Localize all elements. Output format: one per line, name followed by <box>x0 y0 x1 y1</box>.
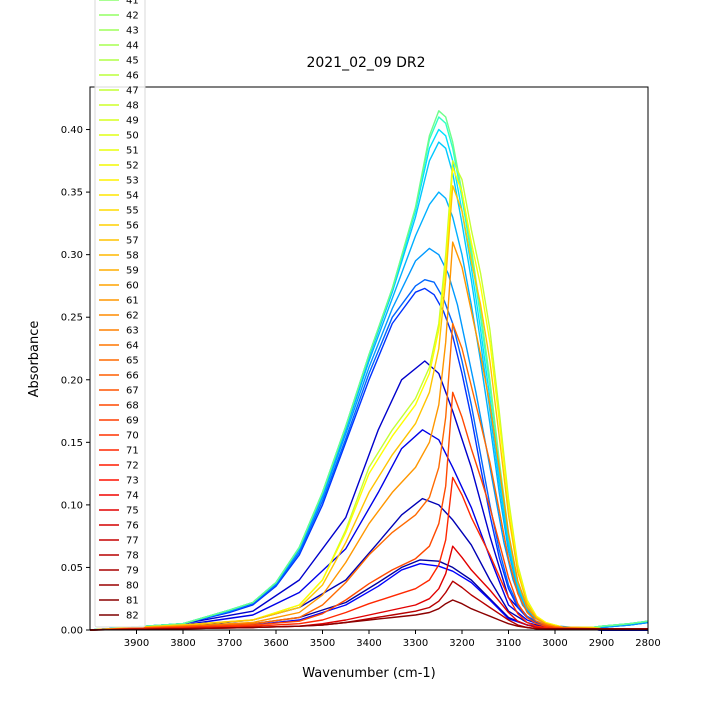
series-line-13 <box>89 160 648 631</box>
legend-label: 65 <box>126 356 139 367</box>
series-line-5 <box>89 287 649 631</box>
y-axis-ticks: 0.00 0.05 0.10 0.15 0.20 0.25 0.30 0.35 0.40 <box>61 125 90 637</box>
legend-label: 70 <box>126 431 139 442</box>
series-line-14 <box>89 166 648 631</box>
series-line-8 <box>89 191 649 631</box>
legend-label: 80 <box>126 581 139 592</box>
legend-label: 52 <box>126 161 139 172</box>
series-line-22 <box>89 599 648 631</box>
legend-label: 75 <box>126 506 139 517</box>
legend-label: 71 <box>126 446 139 457</box>
series-line-15 <box>89 185 648 631</box>
series-line-9 <box>89 141 649 631</box>
x-tick-label: 3400 <box>356 638 381 649</box>
series-line-16 <box>89 241 648 631</box>
x-tick-label: 3100 <box>496 638 521 649</box>
y-tick-label: 0.30 <box>61 250 83 261</box>
legend-label: 44 <box>126 41 139 52</box>
series-line-3 <box>89 429 648 631</box>
legend-label: 68 <box>126 401 139 412</box>
legend-label: 64 <box>126 341 139 352</box>
legend-label: 74 <box>126 491 139 502</box>
legend-label: 53 <box>126 176 139 187</box>
legend-label: 49 <box>126 116 139 127</box>
legend-label: 78 <box>126 551 139 562</box>
series-line-4 <box>89 360 648 631</box>
legend-label: 72 <box>126 461 139 472</box>
series-layer <box>89 110 649 631</box>
series-line-2 <box>89 497 648 631</box>
x-tick-label: 3000 <box>542 638 567 649</box>
legend-label: 82 <box>126 611 139 622</box>
legend-label: 41 <box>126 0 139 7</box>
chart-title: 2021_02_09 DR2 <box>306 55 425 71</box>
legend-label: 66 <box>126 371 139 382</box>
legend-label: 79 <box>126 566 139 577</box>
x-tick-label: 2800 <box>635 638 660 649</box>
legend-label: 60 <box>126 281 139 292</box>
x-tick-label: 3800 <box>170 638 195 649</box>
y-tick-label: 0.40 <box>61 125 83 136</box>
legend-label: 81 <box>126 596 139 607</box>
x-tick-label: 3600 <box>263 638 288 649</box>
legend-label: 47 <box>126 86 139 97</box>
y-tick-label: 0.20 <box>61 375 83 386</box>
x-axis-label: Wavenumber (cm-1) <box>302 666 435 681</box>
legend-box <box>94 0 146 628</box>
legend-label: 61 <box>126 296 139 307</box>
legend-label: 55 <box>126 206 139 217</box>
legend-label: 43 <box>126 26 139 37</box>
series-line-17 <box>89 322 648 631</box>
legend-label: 77 <box>126 536 139 547</box>
legend: 41 42 43 44 45 46 47 48 49 50 51 52 53 54 55 56 57 58 59 60… <box>94 0 146 628</box>
legend-label: 56 <box>126 221 139 232</box>
x-tick-label: 3500 <box>310 638 335 649</box>
x-tick-label: 3300 <box>403 638 428 649</box>
x-tick-label: 3700 <box>217 638 242 649</box>
x-tick-label: 3200 <box>449 638 474 649</box>
legend-label: 58 <box>126 251 139 262</box>
legend-label: 57 <box>126 236 139 247</box>
legend-label: 50 <box>126 131 139 142</box>
legend-label: 48 <box>126 101 139 112</box>
legend-label: 63 <box>126 326 139 337</box>
y-tick-label: 0.15 <box>61 438 83 449</box>
legend-label: 54 <box>126 191 139 202</box>
y-tick-label: 0.00 <box>61 626 83 637</box>
legend-label: 73 <box>126 476 139 487</box>
legend-label: 42 <box>126 11 139 22</box>
y-tick-label: 0.25 <box>61 313 83 324</box>
legend-label: 76 <box>126 521 139 532</box>
legend-label: 69 <box>126 416 139 427</box>
legend-label: 45 <box>126 56 139 67</box>
legend-label: 62 <box>126 311 139 322</box>
series-line-7 <box>89 247 649 631</box>
legend-label: 46 <box>126 71 139 82</box>
legend-label: 51 <box>126 146 139 157</box>
y-tick-label: 0.10 <box>61 500 83 511</box>
y-axis-label: Absorbance <box>27 321 42 398</box>
legend-label: 59 <box>126 266 139 277</box>
legend-label: 67 <box>126 386 139 397</box>
series-line-18 <box>89 391 648 631</box>
x-axis-ticks: 3900 3800 3700 3600 3500 3400 3300 3200 3100 3000… <box>124 630 661 649</box>
x-tick-label: 3900 <box>124 638 149 649</box>
y-tick-label: 0.05 <box>61 563 83 574</box>
y-tick-label: 0.35 <box>61 188 83 199</box>
x-tick-label: 2900 <box>589 638 614 649</box>
